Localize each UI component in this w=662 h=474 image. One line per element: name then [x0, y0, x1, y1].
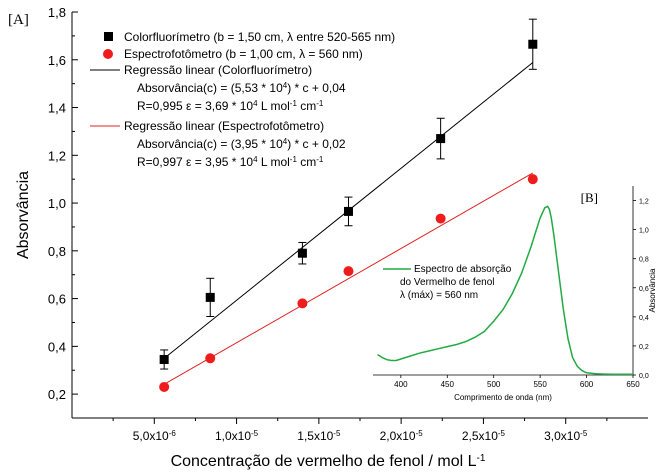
inset-y-tick-label: 0,2	[639, 344, 649, 351]
inset-x-tick-label: 650	[626, 380, 640, 389]
y-tick-label: 0,2	[48, 387, 66, 402]
data-point-circle	[205, 353, 216, 364]
inset-y-tick-label: 0,0	[639, 373, 649, 380]
x-tick-label: 1,0x10-5	[215, 429, 259, 444]
fit-statistics: R=0,997 ε = 3,95 * 104 L mol-1 cm-1	[137, 155, 324, 170]
inset-legend-label: λ (máx) = 560 nm	[400, 290, 478, 301]
calibration-plot: [A] 0,2 0,4 0,6 0,8 1,0 1,2 1,4 1,6 1,8 5,0x10-6 1,…	[8, 5, 648, 470]
data-point-square	[343, 206, 353, 216]
absorption-spectrum-curve	[377, 205, 633, 376]
data-point-circle	[343, 266, 354, 277]
legend-label: Regressão linear (Colorfluorímetro)	[124, 63, 312, 77]
inset-x-tick-label: 450	[441, 380, 455, 389]
y-tick-label: 1,6	[48, 53, 66, 68]
data-point-circle	[159, 381, 170, 392]
data-point-circle	[297, 298, 308, 309]
legend-marker-circle	[103, 49, 113, 59]
x-tick-label: 2,0x10-5	[380, 429, 424, 444]
data-point-square	[436, 134, 446, 144]
inset-x-tick-label: 500	[487, 380, 501, 389]
legend-marker-square	[104, 32, 113, 41]
inset-y-tick-label: 1,0	[639, 228, 649, 235]
x-tick-label: 3,0x10-5	[544, 429, 588, 444]
fit-equation: Absorvância(c) = (3,95 * 104) * c + 0,02	[137, 137, 346, 152]
legend-label: Espectrofotômetro (b = 1,00 cm, λ = 560 …	[124, 47, 363, 61]
y-tick-label: 0,8	[48, 244, 66, 259]
panel-label-a: [A]	[8, 12, 29, 28]
inset-x-tick-label: 400	[394, 380, 408, 389]
inset-legend-label: do Vermelho de fenol	[400, 277, 495, 288]
inset-y-tick-label: 0,6	[639, 286, 649, 293]
x-tick-label: 1,5x10-5	[297, 429, 341, 444]
inset-y-axis-title: Absorvância	[648, 268, 657, 313]
inset-x-tick-label: 550	[533, 380, 547, 389]
legend-label: Colorfluorímetro (b = 1,50 cm, λ entre 5…	[124, 30, 395, 44]
y-tick-label: 1,2	[48, 148, 66, 163]
fit-equation: Absorvância(c) = (5,53 * 104) * c + 0,04	[137, 81, 346, 96]
inset-y-tick-label: 0,4	[639, 315, 649, 322]
y-tick-label: 1,8	[48, 5, 66, 20]
x-axis-title: Concentração de vermelho de fenol / mol …	[171, 453, 486, 471]
data-point-square	[159, 354, 169, 364]
inset-y-tick-label: 1,2	[639, 199, 649, 206]
y-tick-label: 1,4	[48, 101, 66, 116]
data-point-circle	[435, 213, 446, 224]
y-tick-label: 1,0	[48, 196, 66, 211]
y-tick-label: 0,6	[48, 292, 66, 307]
x-tick-label: 5,0x10-6	[133, 429, 177, 444]
data-point-circle	[527, 174, 538, 185]
regression-line	[163, 172, 534, 385]
fit-statistics: R=0,995 ε = 3,69 * 104 L mol-1 cm-1	[137, 99, 324, 114]
inset-y-tick-label: 0,8	[639, 257, 649, 264]
inset-legend-label: Espectro de absorção	[414, 264, 512, 275]
x-tick-label: 2,5x10-5	[462, 429, 506, 444]
y-tick-label: 0,4	[48, 339, 66, 354]
inset-x-tick-label: 600	[580, 380, 594, 389]
y-axis-title: Absorvância	[15, 171, 32, 259]
data-point-square	[528, 39, 538, 49]
panel-label-b: [B]	[581, 190, 598, 205]
data-point-square	[205, 292, 215, 302]
data-point-square	[297, 248, 307, 258]
inset-x-axis-title: Comprimento de onda (nm)	[454, 393, 552, 402]
legend-label: Regressão linear (Espectrofotômetro)	[124, 119, 324, 133]
